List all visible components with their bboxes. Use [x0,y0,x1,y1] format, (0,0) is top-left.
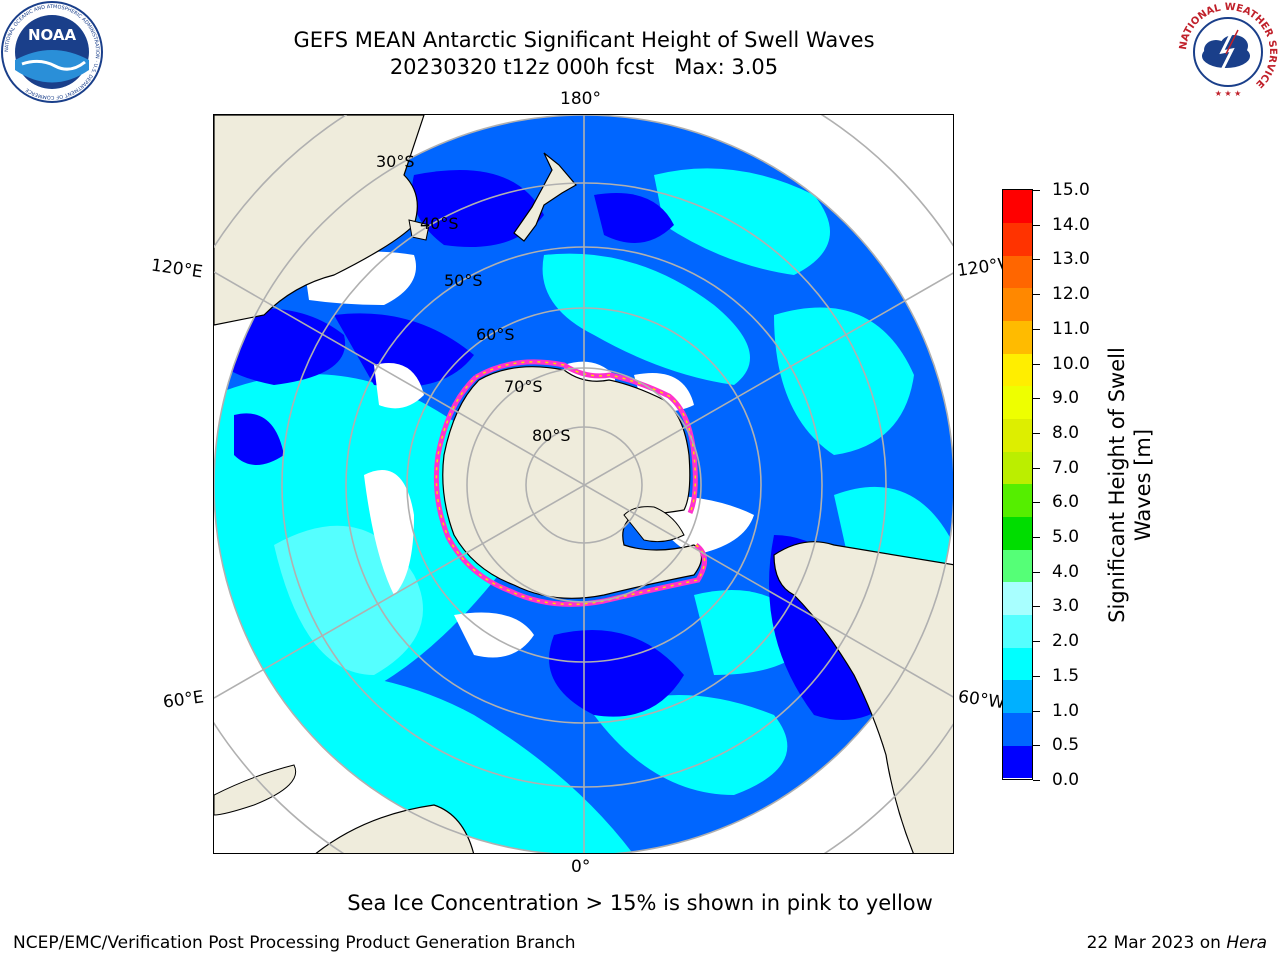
lat-label-80s: 80°S [532,426,571,445]
colorbar-tick [1033,294,1040,296]
colorbar-segment [1003,418,1032,452]
colorbar-tick-label: 5.0 [1052,527,1080,548]
graticule [214,115,953,853]
colorbar-tick-label: 12.0 [1052,284,1090,305]
colorbar-tick-label: 0.0 [1052,770,1080,790]
colorbar-tick-label: 9.0 [1052,388,1080,409]
noaa-logo: NOAA NATIONAL OCEANIC AND ATMOSPHERIC AD… [1,1,103,103]
colorbar-tick [1033,398,1040,400]
colorbar-tick-label: 3.0 [1052,596,1080,617]
colorbar-tick-label: 8.0 [1052,422,1080,443]
colorbar [1002,189,1033,780]
nws-stars-icon: ★ ★ ★ [1215,89,1242,98]
colorbar-segment [1003,484,1032,518]
colorbar-tick-label: 10.0 [1052,353,1090,374]
colorbar-segment [1003,222,1032,256]
colorbar-tick [1033,641,1040,643]
colorbar-segment [1003,745,1032,779]
colorbar-tick-label: 1.5 [1052,665,1080,686]
colorbar-tick [1033,363,1040,365]
chart-title: GEFS MEAN Antarctic Significant Height o… [293,28,875,52]
colorbar-segment [1003,680,1032,714]
colorbar-segment [1003,190,1032,224]
colorbar-segment [1003,516,1032,550]
colorbar-tick [1033,710,1040,712]
footer-date: 22 Mar 2023 on Hera [1087,932,1267,954]
noaa-logo-text: NOAA [28,26,77,44]
colorbar-tick-label: 0.5 [1052,735,1080,756]
colorbar-title-area: Significant Height of Swell Waves [m] [1100,190,1160,780]
lat-label-40s: 40°S [420,214,459,233]
colorbar-segment [1003,647,1032,681]
polar-map [214,115,953,853]
colorbar-tick-label: 4.0 [1052,561,1080,582]
colorbar-tick [1033,190,1040,191]
map-panel: 30°S 40°S 50°S 60°S 70°S 80°S [213,114,954,854]
colorbar-segment [1003,320,1032,354]
nws-logo: NATIONAL WEATHER SERVICE ★ ★ ★ [1178,2,1278,102]
colorbar-segment [1003,386,1032,420]
sea-ice-edge [433,359,707,607]
sea-ice-note-text: Sea Ice Concentration > 15% is shown in … [347,891,933,915]
colorbar-tick [1033,224,1040,226]
footer-machine: Hera [1226,933,1267,953]
lat-label-60s: 60°S [476,325,515,344]
colorbar-segment [1003,582,1032,616]
colorbar-tick [1033,745,1040,747]
colorbar-tick [1033,571,1040,573]
colorbar-tick [1033,259,1040,261]
colorbar-tick [1033,432,1040,434]
colorbar-title: Significant Height of Swell Waves [m] [1105,347,1155,623]
lat-label-30s: 30°S [376,152,415,171]
lon-label-120w: 120°W [955,254,1005,282]
colorbar-tick [1033,502,1040,504]
colorbar-segment [1003,614,1032,648]
lon-label-120e: 120°E [149,255,204,283]
colorbar-segment [1003,549,1032,583]
colorbar-tick [1033,780,1040,781]
colorbar-segment [1003,288,1032,322]
sea-ice-note: Sea Ice Concentration > 15% is shown in … [0,890,1280,916]
colorbar-tick-label: 1.0 [1052,700,1080,721]
footer-credit: NCEP/EMC/Verification Post Processing Pr… [13,933,576,953]
colorbar-tick-label: 7.0 [1052,457,1080,478]
colorbar-tick [1033,606,1040,608]
lon-label-180: 180° [560,89,601,109]
colorbar-tick-label: 13.0 [1052,249,1090,270]
colorbar-tick [1033,537,1040,539]
colorbar-segment [1003,451,1032,485]
colorbar-tick-label: 2.0 [1052,631,1080,652]
colorbar-segment [1003,712,1032,746]
colorbar-segment [1003,255,1032,289]
lon-label-0: 0° [571,857,591,877]
colorbar-tick-label: 11.0 [1052,318,1090,339]
colorbar-tick-label: 6.0 [1052,492,1080,513]
colorbar-segment [1003,353,1032,387]
lat-label-70s: 70°S [504,377,543,396]
footer-date-text: 22 Mar 2023 on [1086,933,1227,953]
colorbar-tick [1033,675,1040,677]
colorbar-tick-label: 15.0 [1052,180,1090,200]
lon-label-60w: 60°W [956,686,1006,714]
colorbar-tick [1033,328,1040,330]
chart-subtitle: 20230320 t12z 000h fcst Max: 3.05 [389,55,779,79]
colorbar-tick-label: 14.0 [1052,214,1090,235]
lon-label-60e: 60°E [161,687,206,713]
colorbar-tick [1033,467,1040,469]
lat-label-50s: 50°S [444,271,483,290]
